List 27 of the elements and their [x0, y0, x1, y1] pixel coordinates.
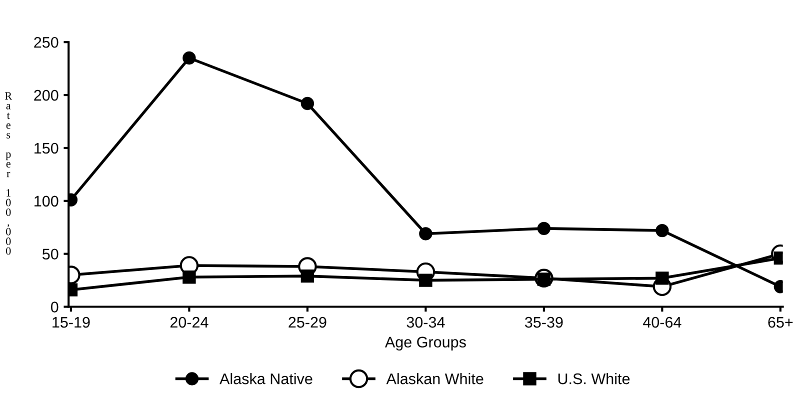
y-tick-label: 0	[50, 302, 58, 312]
point	[656, 272, 669, 285]
point	[656, 224, 669, 238]
x-tick-label: 65+	[768, 316, 793, 328]
legend-label: Alaska Native	[220, 373, 312, 384]
x-tick-label: 25-29	[288, 316, 326, 328]
y-tick-label: 200	[34, 90, 58, 101]
text: Rates per 100,000	[5, 92, 12, 255]
point	[419, 227, 432, 240]
point	[419, 274, 432, 287]
point	[537, 222, 551, 236]
legend-label: U.S. White	[558, 373, 630, 384]
x-axis-title: Age Groups	[384, 336, 466, 351]
x-tick-label: 40-64	[642, 316, 682, 328]
x-tick-label: 20-24	[170, 316, 208, 328]
y-tick-label: 100	[34, 196, 58, 207]
y-tick-label: 150	[34, 142, 58, 154]
y-tick-label: 250	[34, 36, 58, 48]
legend-label: Alaskan White	[386, 373, 484, 384]
x-tick-label: 35-39	[524, 316, 563, 328]
point	[182, 51, 196, 65]
x-tick-label: 30-34	[406, 316, 445, 328]
y-tick-label: 50	[42, 248, 58, 260]
point	[300, 96, 314, 110]
point	[182, 270, 196, 284]
x-tick-label: 15-19	[52, 316, 90, 328]
point	[300, 269, 314, 283]
